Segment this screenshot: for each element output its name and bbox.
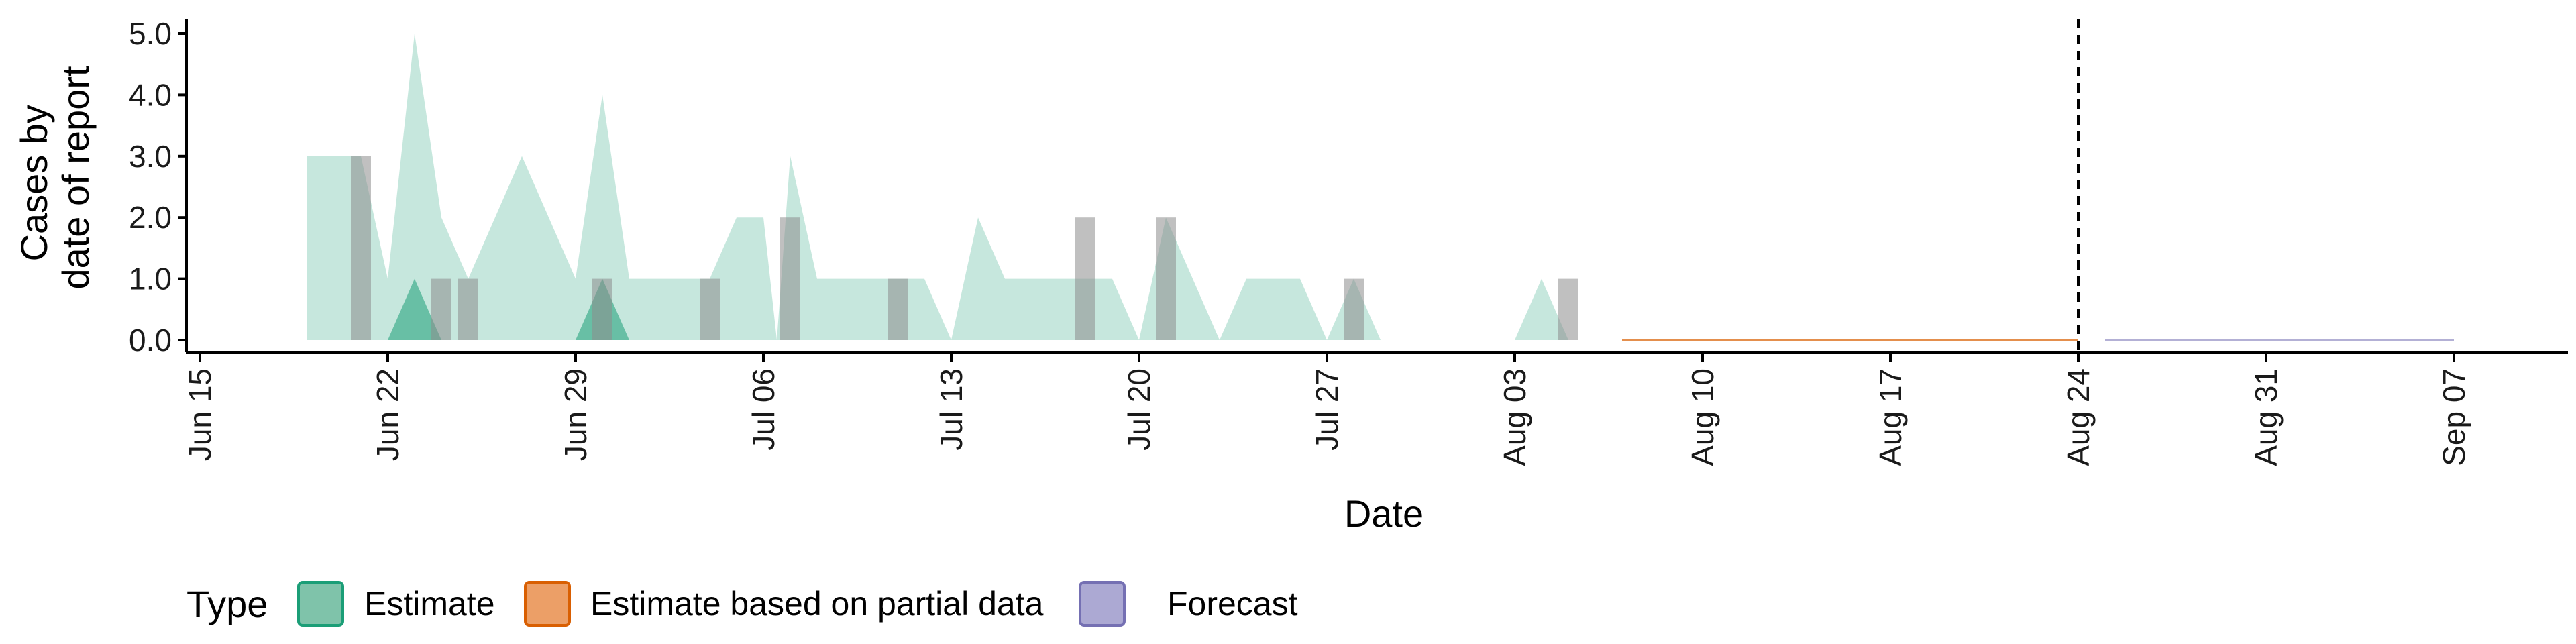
x-tick-label: Jun 15 (182, 368, 217, 461)
y-tick-label: 3.0 (129, 139, 172, 174)
estimate-outer-band (307, 34, 1595, 340)
y-axis-title-line-2: date of report (54, 66, 97, 290)
legend-label: Forecast (1167, 585, 1298, 623)
y-tick-label: 5.0 (129, 16, 172, 51)
x-tick-label: Aug 31 (2249, 368, 2284, 466)
estimate-inner-band (388, 278, 441, 340)
observed-bar (780, 217, 800, 340)
y-axis-title-line-1: Cases by (13, 105, 55, 261)
y-tick-label: 1.0 (129, 262, 172, 297)
legend-label: Estimate based on partial data (590, 585, 1044, 623)
observed-bar (1075, 217, 1095, 340)
x-tick-label: Aug 17 (1873, 368, 1908, 466)
legend-items: Estimate Estimate based on partial data Fo… (297, 581, 1298, 627)
observed-bar (1344, 278, 1364, 340)
observed-bar (888, 278, 908, 340)
x-tick-label: Jul 20 (1122, 368, 1157, 451)
legend-label: Estimate (364, 585, 495, 623)
x-axis-ticks: Jun 15 Jun 22 Jun 29 Jul 06 Jul 13 Jul 20 Jul … (182, 352, 2471, 466)
y-tick-label: 0.0 (129, 323, 172, 358)
y-axis-ticks: 0.0 1.0 2.0 3.0 4.0 5.0 (129, 16, 186, 358)
observed-bar (1156, 217, 1176, 340)
observed-bar (431, 278, 451, 340)
legend-title: Type (186, 583, 268, 625)
x-tick-label: Aug 03 (1497, 368, 1532, 466)
x-tick-label: Jun 29 (558, 368, 593, 461)
x-tick-label: Sep 07 (2436, 368, 2471, 466)
legend-swatch (524, 581, 571, 627)
x-tick-label: Aug 10 (1685, 368, 1720, 466)
x-tick-label: Jul 13 (934, 368, 969, 451)
legend-swatch (1079, 581, 1126, 627)
y-tick-label: 4.0 (129, 77, 172, 112)
x-tick-label: Aug 24 (2061, 368, 2096, 466)
axes (185, 19, 2568, 354)
observed-bar (458, 278, 478, 340)
observed-bar (592, 278, 612, 340)
x-tick-label: Jul 27 (1309, 368, 1344, 451)
y-tick-label: 2.0 (129, 200, 172, 235)
plot-area (307, 19, 2454, 352)
observed-bar (351, 156, 371, 341)
x-axis-title: Date (1344, 492, 1424, 535)
x-tick-label: Jun 22 (370, 368, 405, 461)
legend: Type Estimate Estimate based on partial d… (186, 581, 1298, 627)
observed-bar (700, 278, 720, 340)
y-axis-title: Cases by date of report (13, 66, 97, 290)
x-tick-label: Jul 06 (746, 368, 781, 451)
legend-swatch (297, 581, 344, 627)
observed-bars (351, 156, 1578, 341)
observed-bar (1558, 278, 1578, 340)
